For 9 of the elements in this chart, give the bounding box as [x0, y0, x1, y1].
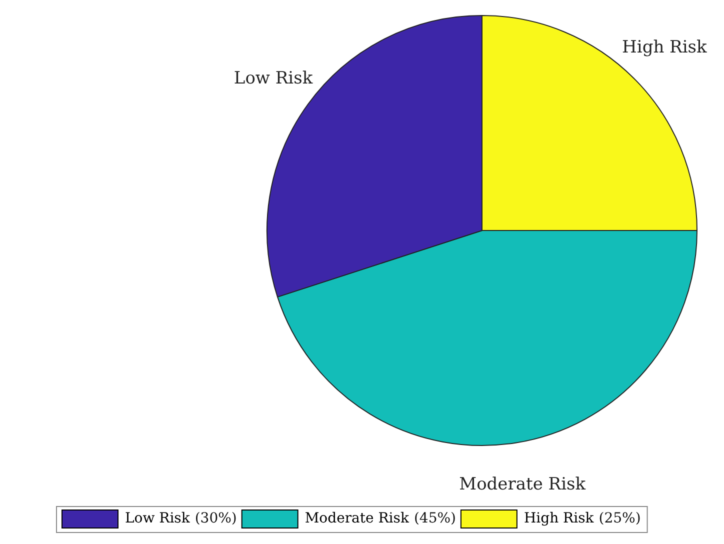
slice-label: Low Risk: [234, 68, 314, 88]
legend-label: Low Risk: [125, 510, 190, 527]
data-label: (45%): [414, 510, 456, 527]
slice-label: High Risk: [622, 37, 708, 58]
legend-label: Moderate Risk: [304, 510, 410, 527]
slice-label: Moderate Risk: [459, 474, 586, 495]
data-label: (30%): [194, 510, 237, 527]
legend-label: High Risk: [524, 510, 594, 527]
data-label: (25%): [598, 510, 641, 527]
